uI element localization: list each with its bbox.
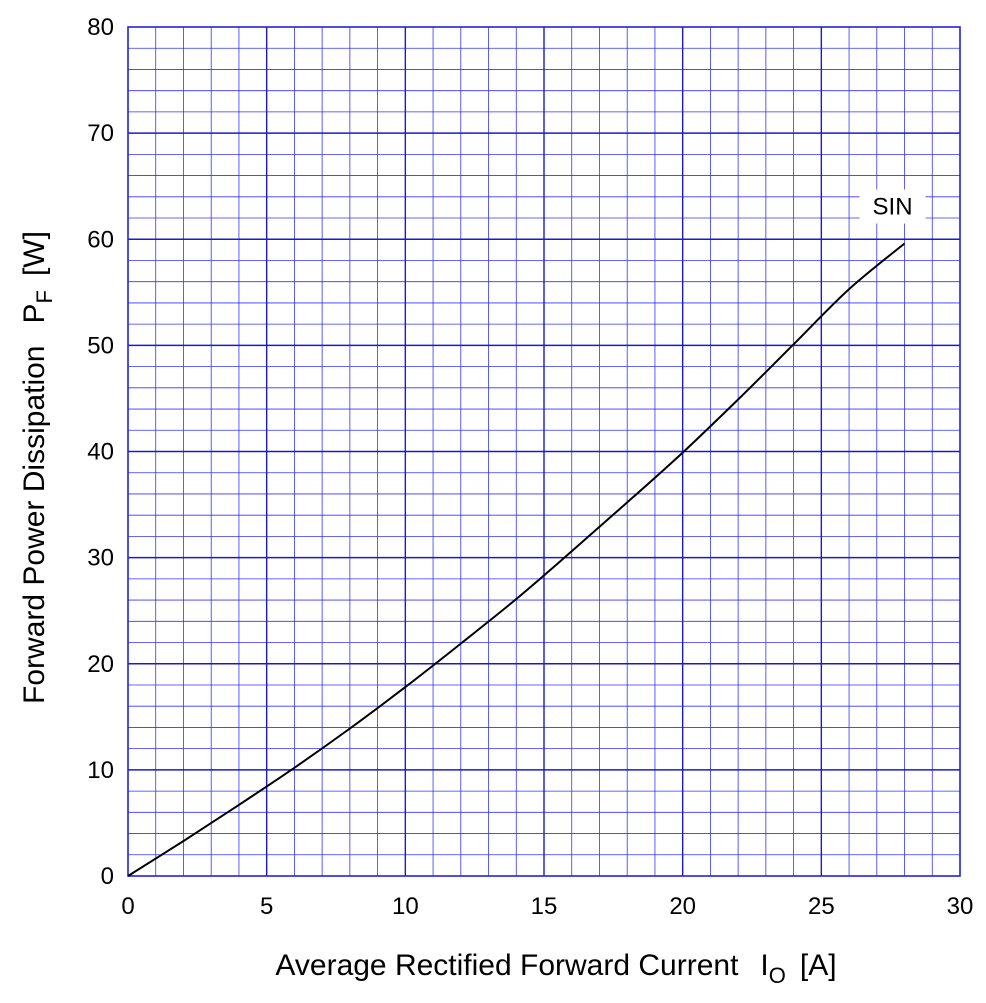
x-tick-label: 20 bbox=[669, 893, 696, 920]
y-tick-label: 0 bbox=[101, 863, 114, 890]
x-tick-label: 30 bbox=[947, 893, 974, 920]
series-group: SIN bbox=[127, 189, 926, 877]
y-tick-label: 50 bbox=[87, 332, 114, 359]
x-axis-label: Average Rectified Forward Current IO [A] bbox=[275, 949, 836, 988]
series-label-background bbox=[859, 189, 926, 224]
x-tick-label: 5 bbox=[260, 893, 273, 920]
series-line-sin bbox=[127, 242, 906, 877]
x-tick-labels: 0 5 10 15 20 25 30 bbox=[121, 893, 973, 920]
y-tick-label: 40 bbox=[87, 439, 114, 466]
x-tick-label: 10 bbox=[392, 893, 419, 920]
y-tick-label: 60 bbox=[87, 226, 114, 253]
plot-frame bbox=[127, 26, 961, 877]
y-tick-label: 10 bbox=[87, 757, 114, 784]
y-axis-label: Forward Power DissipationPF[W] bbox=[18, 231, 57, 704]
x-tick-label: 25 bbox=[808, 893, 835, 920]
series-label-sin: SIN bbox=[873, 193, 913, 220]
y-tick-label: 80 bbox=[87, 14, 114, 41]
y-tick-label: 20 bbox=[87, 651, 114, 678]
y-tick-label: 70 bbox=[87, 120, 114, 147]
x-tick-label: 0 bbox=[121, 893, 134, 920]
x-tick-label: 15 bbox=[531, 893, 558, 920]
y-tick-labels: 0 10 20 30 40 50 60 70 80 bbox=[87, 14, 114, 890]
y-tick-label: 30 bbox=[87, 545, 114, 572]
